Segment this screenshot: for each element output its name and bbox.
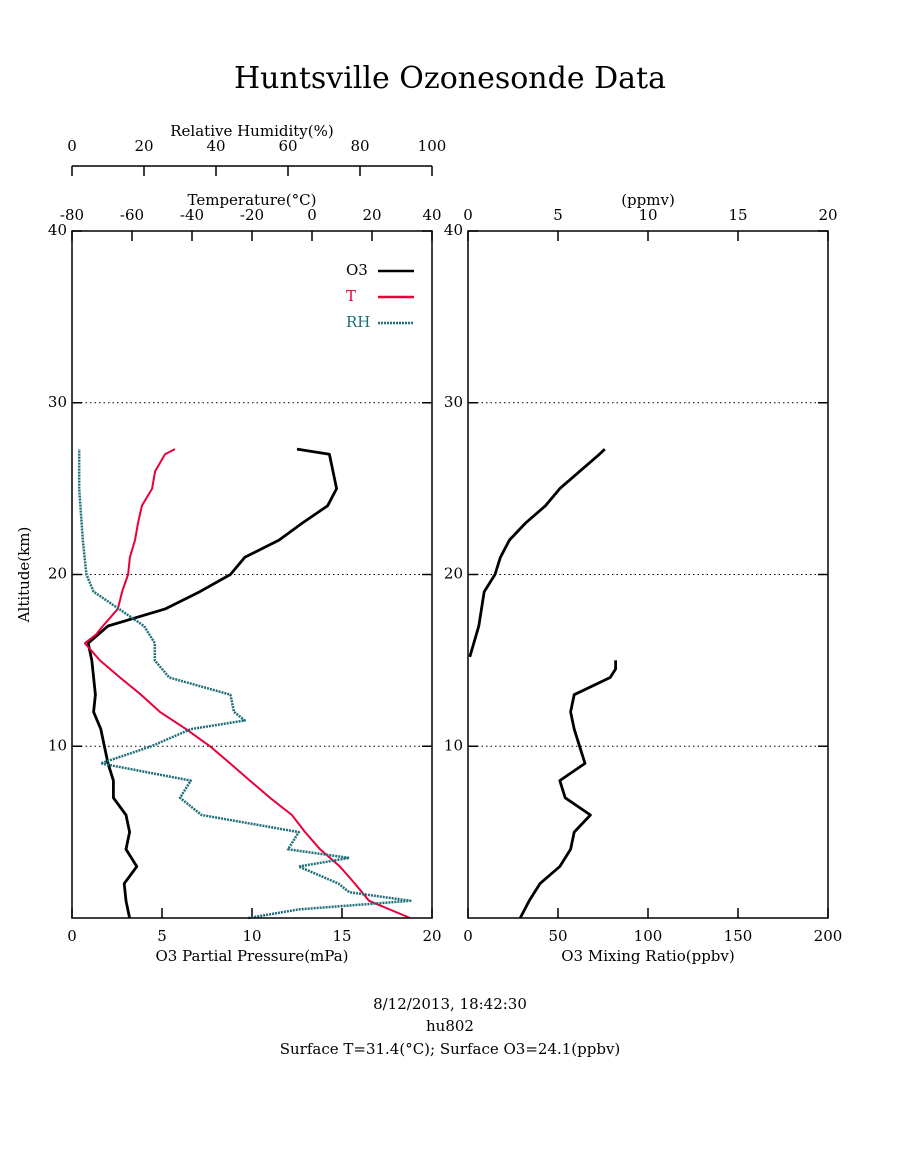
- legend-label: T: [346, 287, 356, 305]
- x-tick-label: 0: [463, 927, 473, 945]
- x2-tick-label: -40: [180, 206, 204, 224]
- x2-tick-label: 5: [553, 206, 563, 224]
- footer-id: hu802: [426, 1017, 474, 1035]
- legend-label: RH: [346, 313, 370, 331]
- x2-axis-title: (ppmv): [621, 191, 675, 209]
- plot-frame: [467, 230, 829, 919]
- x3-axis-title: Relative Humidity(%): [170, 122, 333, 140]
- x-tick-label: 5: [157, 927, 167, 945]
- x3-tick-label: 60: [278, 137, 297, 155]
- x-axis-title: O3 Mixing Ratio(ppbv): [561, 947, 734, 965]
- x3-tick-label: 100: [418, 137, 447, 155]
- x-tick-label: 15: [332, 927, 351, 945]
- y-axis-title: Altitude(km): [15, 527, 33, 624]
- plot-frame: [71, 230, 433, 919]
- title: Huntsville Ozonesonde Data: [234, 61, 666, 96]
- x2-tick-label: -80: [60, 206, 84, 224]
- x2-tick-label: -60: [120, 206, 144, 224]
- x2-tick-label: 10: [638, 206, 657, 224]
- profile-line: [83, 448, 411, 919]
- x2-tick-label: 20: [362, 206, 381, 224]
- profile-line: [468, 448, 617, 919]
- x3-tick-label: 80: [350, 137, 369, 155]
- x-axis-title: O3 Partial Pressure(mPa): [155, 947, 348, 965]
- x2-axis-title: Temperature(°C): [188, 191, 317, 209]
- footer-surface: Surface T=31.4(°C); Surface O3=24.1(ppbv…: [280, 1040, 621, 1058]
- x3-tick-label: 0: [67, 137, 77, 155]
- y-tick-label: 10: [444, 736, 463, 754]
- x3-tick-label: 20: [134, 137, 153, 155]
- x-tick-label: 50: [548, 927, 567, 945]
- x2-tick-label: 0: [463, 206, 473, 224]
- y-tick-label: 20: [48, 565, 67, 583]
- y-tick-label: 40: [444, 221, 463, 239]
- x-tick-label: 100: [634, 927, 663, 945]
- x3-tick-label: 40: [206, 137, 225, 155]
- x2-tick-label: -20: [240, 206, 264, 224]
- x2-tick-label: 40: [422, 206, 441, 224]
- y-tick-label: 20: [444, 565, 463, 583]
- x-tick-label: 20: [422, 927, 441, 945]
- y-tick-label: 30: [48, 393, 67, 411]
- y-tick-label: 40: [48, 221, 67, 239]
- legend-label: O3: [346, 261, 368, 279]
- x2-tick-label: 0: [307, 206, 317, 224]
- x-tick-label: 150: [724, 927, 753, 945]
- y-tick-label: 10: [48, 736, 67, 754]
- x2-tick-label: 15: [728, 206, 747, 224]
- footer-date: 8/12/2013, 18:42:30: [373, 995, 527, 1013]
- x-tick-label: 0: [67, 927, 77, 945]
- x-tick-label: 200: [814, 927, 843, 945]
- y-tick-label: 30: [444, 393, 463, 411]
- x2-tick-label: 20: [818, 206, 837, 224]
- x-tick-label: 10: [242, 927, 261, 945]
- profile-line: [86, 447, 338, 919]
